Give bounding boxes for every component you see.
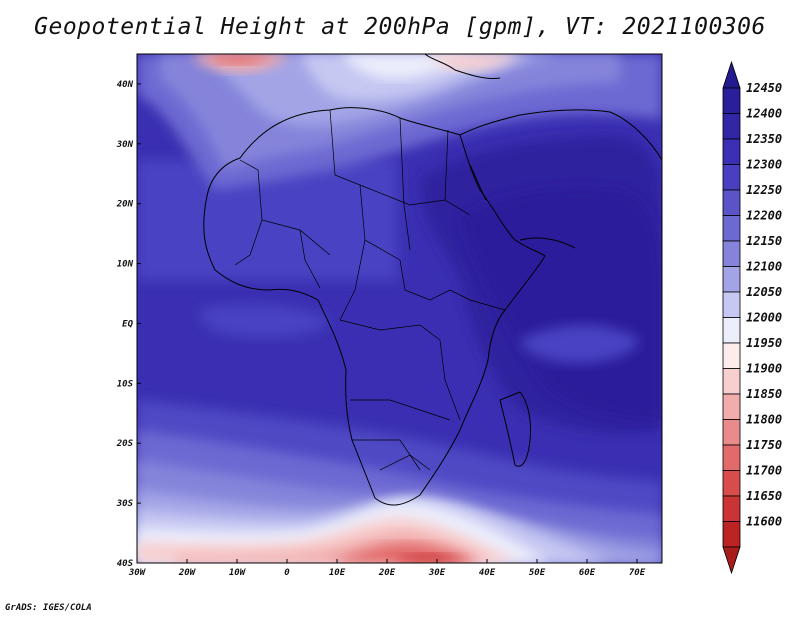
lat-tick-label: 20S: [116, 439, 134, 449]
colorbar: 12450 12400 12350 12300 12250 12200 12150 12100…: [722, 60, 782, 575]
lon-tick-label: 40E: [479, 568, 496, 578]
colorbar-label: 12000: [746, 311, 782, 325]
colorbar-swatch: [722, 393, 741, 420]
colorbar-label: 12400: [746, 107, 782, 121]
lon-tick-label: 20W: [178, 568, 197, 578]
colorbar-swatch: [722, 87, 741, 114]
lat-tick-label: 30N: [116, 140, 134, 150]
country-borders: [234, 109, 506, 471]
colorbar-swatch: [722, 240, 741, 267]
colorbar-label: 11900: [746, 362, 782, 376]
colorbar-label: 11600: [746, 515, 782, 529]
lat-tick-label: 40S: [117, 559, 134, 569]
colorbar-swatch: [722, 419, 741, 446]
lon-tick-label: 10E: [329, 568, 346, 578]
colorbar-label: 12300: [746, 158, 782, 172]
lat-tick-label: 20N: [116, 200, 134, 210]
colorbar-label: 11750: [746, 438, 782, 452]
colorbar-swatch: [722, 113, 741, 140]
colorbar-swatch: [722, 164, 741, 191]
map-title: Geopotential Height at 200hPa [gpm], VT:…: [34, 14, 766, 40]
colorbar-label: 11850: [746, 387, 782, 401]
lat-tick-label: 10S: [117, 379, 134, 389]
lat-tick-label: 30S: [116, 499, 134, 509]
lon-tick-label: 70E: [629, 568, 646, 578]
colorbar-label: 11650: [746, 489, 782, 503]
colorbar-label: 12150: [746, 234, 782, 248]
colorbar-swatch: [722, 291, 741, 318]
lon-tick-label: 30E: [428, 568, 446, 578]
colorbar-label: 12200: [746, 209, 782, 223]
colorbar-below-arrow: [722, 546, 741, 575]
lon-tick-label: 30W: [128, 568, 147, 578]
colorbar-label: 12050: [746, 285, 782, 299]
colorbar-label: 11800: [746, 413, 782, 427]
coastlines: [203, 54, 662, 506]
colorbar-swatch: [722, 189, 741, 216]
colorbar-label: 12250: [746, 183, 782, 197]
lat-tick-label: 10N: [117, 260, 134, 270]
colorbar-swatch: [722, 215, 741, 242]
lon-tick-label: 60E: [579, 568, 596, 578]
lon-tick-label: 50E: [529, 568, 546, 578]
colorbar-swatch: [722, 266, 741, 293]
colorbar-label: 11950: [746, 336, 782, 350]
lon-tick-label: 20E: [378, 568, 396, 578]
colorbar-label: 12450: [746, 81, 782, 95]
colorbar-swatch: [722, 368, 741, 395]
lon-tick-label: 0: [284, 568, 290, 578]
colorbar-above-arrow: [722, 60, 741, 89]
colorbar-swatch: [722, 444, 741, 471]
colorbar-swatch: [722, 495, 741, 522]
colorbar-swatch: [722, 342, 741, 369]
colorbar-swatch: [722, 317, 741, 344]
lat-tick-label: 40N: [117, 80, 134, 90]
grads-credit: GrADS: IGES/COLA: [5, 603, 92, 613]
colorbar-swatch: [722, 138, 741, 165]
colorbar-swatch: [722, 470, 741, 497]
lat-tick-label: EQ: [122, 319, 133, 329]
latitude-axis: 40N 30N 20N 10N EQ 10S 20S 30S 40S: [116, 80, 141, 569]
lon-tick-label: 10W: [229, 568, 247, 578]
map-frame: [136, 53, 663, 564]
colorbar-swatch: [722, 521, 741, 548]
colorbar-label: 12350: [746, 132, 782, 146]
colorbar-label: 12100: [746, 260, 782, 274]
longitude-axis: 30W 20W 10W 0 10E 20E 30E 40E 50E 60E 70E: [128, 559, 646, 578]
colorbar-label: 11700: [746, 464, 782, 478]
height-field-shading: [137, 54, 662, 563]
